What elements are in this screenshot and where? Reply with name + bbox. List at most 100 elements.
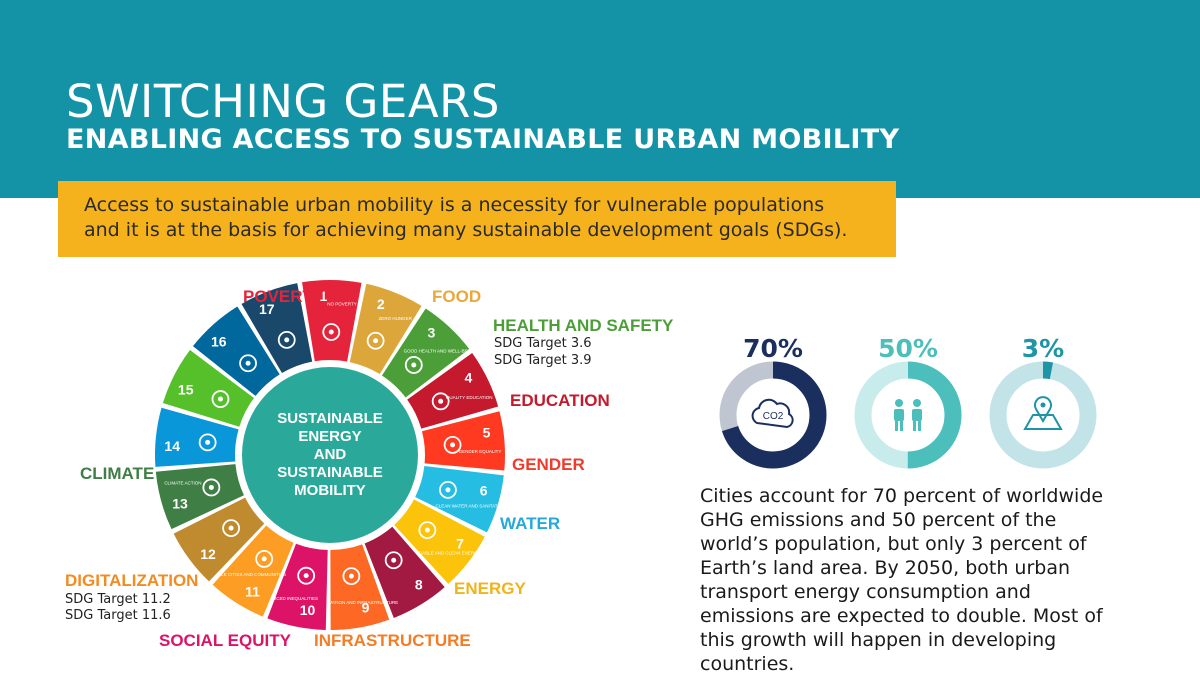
ring-fill <box>854 361 962 469</box>
stat-pct-population: 50% <box>878 334 938 363</box>
label-water: WATER <box>500 514 561 533</box>
callout-text: Access to sustainable urban mobility is … <box>84 193 884 243</box>
sdg-segment-shape <box>421 411 505 471</box>
family-icon <box>322 323 341 341</box>
label-gender: GENDER <box>512 455 585 474</box>
sdg-segment-shape <box>330 544 390 630</box>
sdg-segment-2: 2 ZERO HUNGER <box>349 283 422 375</box>
label-poverty: POVERTY <box>243 287 325 306</box>
sdg-number: 14 <box>164 438 180 454</box>
sdg-number: 1 <box>319 288 327 304</box>
heartbeat-icon <box>404 356 423 374</box>
wheel-center-line: SUSTAINABLE <box>277 464 383 481</box>
body-paragraph: Cities account for 70 percent of worldwi… <box>700 485 1104 675</box>
sdg-segment-shape <box>241 283 313 374</box>
sdg-segment-shape <box>155 464 244 530</box>
sdg-segment-shape <box>212 525 294 617</box>
water-drop-icon <box>439 480 457 499</box>
sdg-number: 17 <box>259 301 275 317</box>
label-climate: CLIMATE <box>80 464 155 483</box>
sdg-segment-4: 4 QUALITY EDUCATION <box>407 352 499 429</box>
sdg-number: 12 <box>200 546 216 562</box>
sdg-number: 15 <box>178 381 194 397</box>
sdg-segment-1: 1NO POVERTY <box>302 280 362 362</box>
wheel-center <box>242 367 418 543</box>
header-banner: SWITCHING GEARS ENABLING ACCESS TO SUSTA… <box>0 0 1200 198</box>
sdg-segment-15: 15 <box>162 350 254 427</box>
map-pin-icon <box>1023 396 1063 430</box>
digital-target-1: SDG Target 11.2 <box>65 592 171 607</box>
sdg-number: 13 <box>172 495 188 511</box>
sdg-segment-shape <box>192 306 280 396</box>
sdg-segment-13: 13 CLIMATE ACTION <box>155 464 244 530</box>
sdg-segment-3: 3 GOOD HEALTH AND WELL-BEING <box>381 308 476 398</box>
sdg-segment-5: 5 GENDER EQUALITY <box>421 411 505 471</box>
dove-icon <box>239 354 257 373</box>
infinity-icon <box>222 519 240 538</box>
sdg-segment-shape <box>415 466 504 533</box>
sdg-segment-shape <box>381 308 470 398</box>
stat-pct-emissions: 70% <box>743 334 803 363</box>
sdg-segment-shape <box>394 499 485 584</box>
sdg-segment-shape <box>267 543 328 630</box>
sdg-number: 10 <box>300 602 316 618</box>
sdg-name: ZERO HUNGER <box>379 316 413 321</box>
label-education: EDUCATION <box>510 391 610 410</box>
book-icon <box>431 392 450 411</box>
sdg-segment-shape <box>162 350 254 427</box>
equality-icon <box>297 566 316 585</box>
city-icon <box>255 550 274 568</box>
sdg-segment-shape <box>407 352 499 429</box>
stat-pct-land: 3% <box>1021 334 1065 363</box>
sdg-segment-shape <box>173 497 265 582</box>
sun-icon <box>418 521 437 540</box>
fish-icon <box>198 433 217 452</box>
label-digitalization: DIGITALIZATION <box>65 571 199 590</box>
sdg-number: 9 <box>362 600 370 616</box>
callout-line-2: and it is at the basis for achieving man… <box>84 219 848 241</box>
bowl-icon <box>366 331 385 350</box>
callout-line-1: Access to sustainable urban mobility is … <box>84 194 825 216</box>
stat-ring-1: CO2 <box>719 361 827 469</box>
tree-icon <box>211 390 230 408</box>
page-subtitle: ENABLING ACCESS TO SUSTAINABLE URBAN MOB… <box>66 124 900 155</box>
cubes-icon <box>342 567 361 586</box>
label-food: FOOD <box>432 287 482 306</box>
sdg-number: 11 <box>245 583 260 599</box>
ring-fill <box>719 361 827 469</box>
sdg-name: SUSTAINABLE CITIES AND COMMUNITIES <box>196 572 286 577</box>
sdg-segment-8: 8 <box>364 526 445 618</box>
sdg-name: AFFORDABLE AND CLEAN ENERGY <box>404 551 481 556</box>
sdg-number: 7 <box>456 536 464 552</box>
sdg-name: CLIMATE ACTION <box>164 480 201 485</box>
wheel-center-line: SUSTAINABLE <box>277 410 383 427</box>
digital-target-2: SDG Target 11.6 <box>65 608 171 623</box>
sdg-segment-shape <box>302 280 362 362</box>
intro-callout: Access to sustainable urban mobility is … <box>58 181 896 257</box>
stat-ring-2 <box>854 361 962 469</box>
wheel-center-line: MOBILITY <box>294 482 366 499</box>
sdg-name: GENDER EQUALITY <box>459 449 502 454</box>
sdg-number: 3 <box>428 325 436 341</box>
co2-label: CO2 <box>763 411 784 422</box>
stat-ring-3 <box>989 361 1097 469</box>
sdg-number: 8 <box>415 576 423 592</box>
label-energy: ENERGY <box>454 579 526 598</box>
sdg-segment-14: 14 <box>154 407 239 467</box>
ring-fill <box>989 361 1097 469</box>
sdg-segment-16: 16 <box>192 306 280 396</box>
label-infrastructure: INFRASTRUCTURE <box>314 631 471 650</box>
sdg-name: GOOD HEALTH AND WELL-BEING <box>404 349 476 354</box>
sdg-name: INDUSTRY, INNOVATION AND INFRASTRUCTURE <box>293 600 398 605</box>
label-health-safety: HEALTH AND SAFETY <box>493 316 674 335</box>
page-title: SWITCHING GEARS <box>66 75 500 128</box>
sdg-segment-shape <box>154 407 239 467</box>
sdg-segment-6: 6 CLEAN WATER AND SANITATION <box>415 466 506 533</box>
growth-chart-icon <box>384 551 403 570</box>
sdg-segment-12: 12 <box>173 497 265 582</box>
